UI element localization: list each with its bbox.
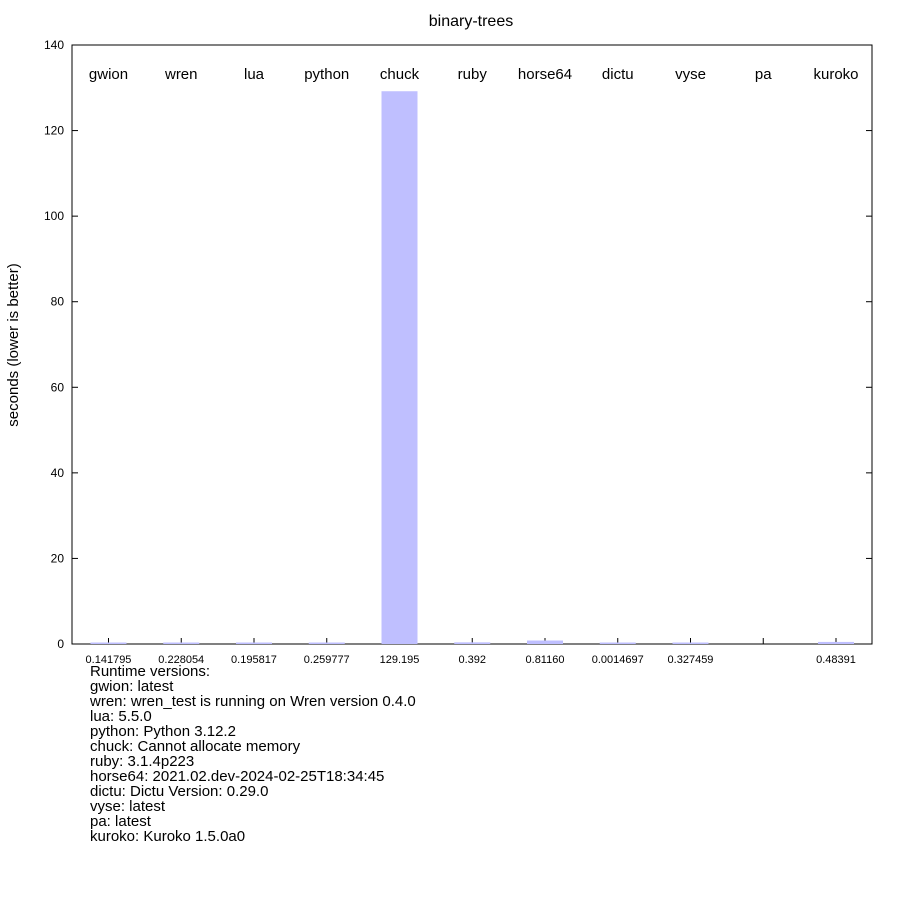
category-label-vyse: vyse	[675, 66, 706, 83]
bar-chuck	[381, 91, 418, 644]
runtime-version-line: chuck: Cannot allocate memory	[90, 738, 301, 755]
y-tick-label: 20	[51, 551, 65, 565]
y-axis: 0 20 40 60 80 100 120 140	[44, 38, 872, 651]
runtime-version-line: vyse: latest	[90, 798, 166, 815]
category-label-lua: lua	[244, 66, 265, 83]
bar-gwion	[90, 642, 127, 644]
runtime-version-line: kuroko: Kuroko 1.5.0a0	[90, 828, 246, 845]
runtime-version-line: ruby: 3.1.4p223	[90, 753, 195, 770]
category-label-wren: wren	[164, 66, 198, 83]
bar-lua	[236, 642, 272, 644]
bar-series	[90, 91, 854, 644]
bar-vyse	[672, 642, 709, 644]
bar-wren	[163, 642, 200, 644]
plot-frame	[71, 44, 873, 645]
bar-python	[308, 642, 345, 644]
y-tick-label: 100	[44, 209, 64, 223]
value-label-chuck: 129.195	[380, 654, 420, 666]
category-label-ruby: ruby	[458, 66, 488, 83]
runtime-version-line: pa: latest	[90, 813, 151, 830]
value-label-horse64: 0.81160	[526, 654, 565, 666]
y-axis-label: seconds (lower is better)	[5, 263, 22, 426]
bar-horse64	[527, 640, 563, 644]
value-label-vyse: 0.327459	[668, 654, 714, 666]
category-label-chuck: chuck	[380, 66, 420, 83]
value-label-python: 0.259777	[304, 654, 350, 666]
runtime-versions: Runtime versions: gwion: latest wren: wre…	[90, 664, 416, 844]
category-label-kuroko: kuroko	[813, 66, 858, 83]
runtime-version-line: wren: wren_test is running on Wren versi…	[90, 693, 416, 710]
category-label-gwion: gwion	[89, 66, 128, 83]
y-tick-label: 60	[51, 380, 65, 394]
runtime-version-line: lua: 5.5.0	[90, 708, 152, 725]
category-label-pa: pa	[755, 66, 772, 83]
y-tick-label: 0	[57, 637, 64, 651]
bar-chart: binary-trees seconds (lower is better) 0…	[5, 13, 873, 666]
runtime-version-line: gwion: latest	[90, 678, 174, 695]
bar-kuroko	[818, 641, 854, 644]
value-label-ruby: 0.392	[458, 654, 486, 666]
value-label-wren: 0.228054	[158, 654, 204, 666]
bar-dictu	[599, 642, 636, 644]
y-tick-label: 120	[44, 124, 64, 138]
runtime-version-line: dictu: Dictu Version: 0.29.0	[90, 783, 269, 800]
chart-title: binary-trees	[429, 13, 513, 30]
value-label-lua: 0.195817	[231, 654, 277, 666]
y-tick-label: 80	[51, 295, 65, 309]
y-tick-label: 140	[44, 38, 64, 52]
category-labels: gwion wren lua python chuck ruby horse64 dictu v…	[89, 66, 859, 83]
value-label-kuroko: 0.48391	[816, 654, 856, 666]
runtime-version-line: python: Python 3.12.2	[90, 723, 236, 740]
category-label-python: python	[304, 66, 349, 83]
value-label-gwion: 0.141795	[86, 654, 132, 666]
runtime-versions-list: gwion: latest wren: wren_test is running …	[90, 679, 416, 844]
runtime-version-line: horse64: 2021.02.dev-2024-02-25T18:34:45	[90, 768, 385, 785]
bar-ruby	[454, 642, 491, 644]
category-label-dictu: dictu	[602, 66, 634, 83]
y-tick-label: 40	[51, 466, 65, 480]
value-labels: 0.141795 0.228054 0.195817 0.259777 129.195 0…	[86, 654, 856, 666]
category-label-horse64: horse64	[518, 66, 572, 83]
runtime-versions-heading: Runtime versions:	[90, 663, 211, 680]
value-label-dictu: 0.0014697	[592, 654, 644, 666]
